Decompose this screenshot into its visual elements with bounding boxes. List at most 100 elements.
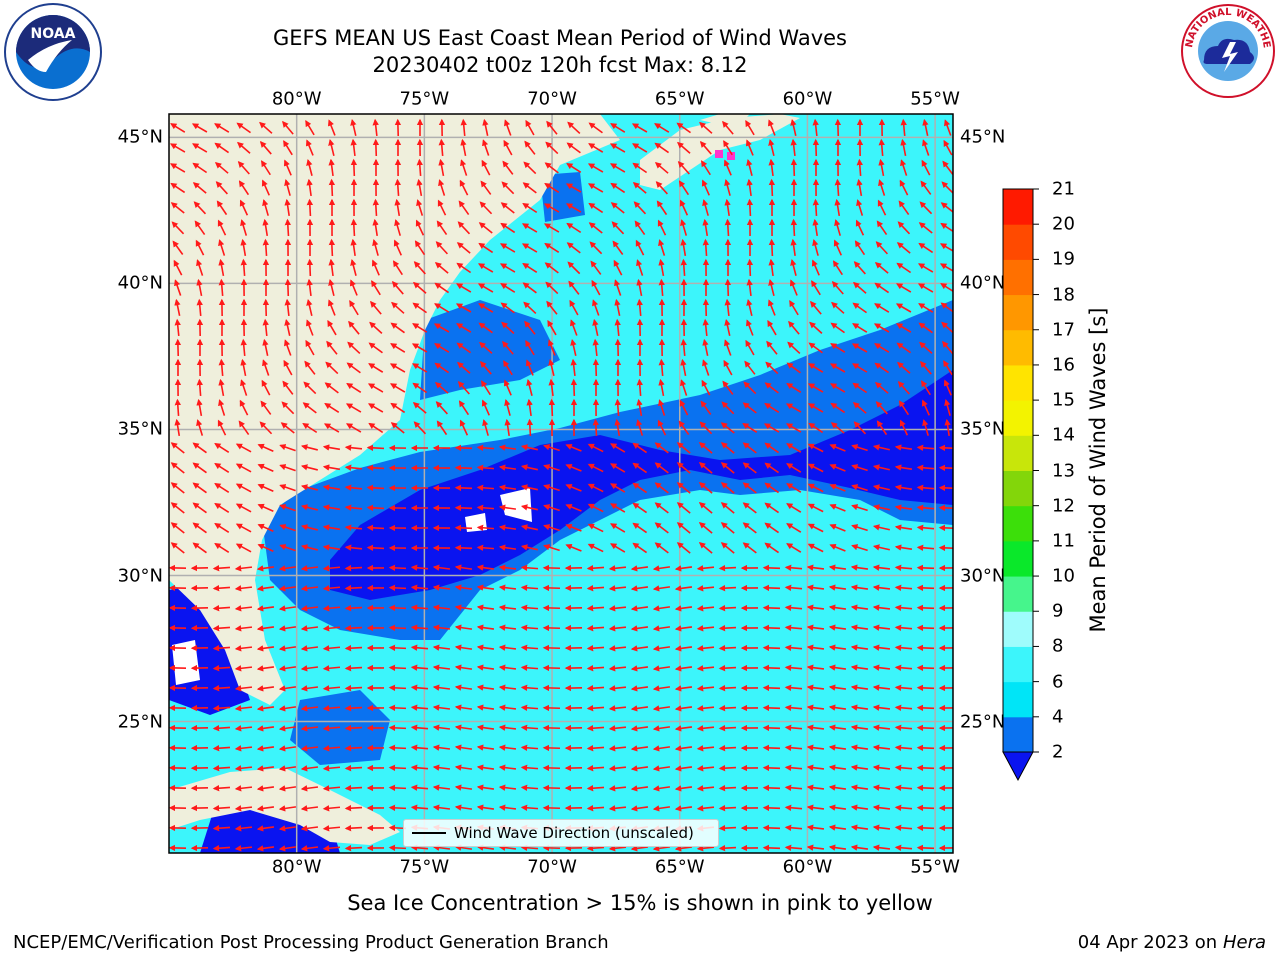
- wind-wave-arrow: [543, 203, 560, 213]
- wind-wave-arrow: [921, 380, 931, 396]
- wind-wave-arrow: [762, 824, 781, 832]
- wind-wave-arrow: [696, 805, 715, 812]
- chart-subtitle: 20230402 t00z 120h fcst Max: 8.12: [372, 53, 748, 77]
- wind-wave-arrow: [828, 644, 847, 651]
- wind-wave-arrow: [454, 484, 473, 492]
- wind-wave-arrow: [894, 704, 913, 711]
- wind-wave-arrow: [479, 360, 492, 375]
- wind-wave-arrow: [435, 241, 449, 255]
- wind-wave-arrow: [588, 183, 604, 193]
- wind-wave-arrow: [327, 319, 337, 336]
- wind-wave-arrow: [587, 463, 604, 473]
- wind-wave-arrow: [897, 361, 911, 374]
- wind-wave-arrow: [521, 223, 538, 233]
- wind-wave-arrow: [630, 745, 649, 752]
- lon-tick-label: 80°W: [271, 88, 322, 110]
- wind-wave-arrow: [432, 784, 451, 791]
- wind-wave-arrow: [322, 504, 341, 511]
- wind-wave-arrow: [322, 464, 341, 471]
- wind-wave-arrow: [942, 160, 953, 175]
- wind-wave-arrow: [498, 744, 517, 751]
- wind-wave-arrow: [328, 158, 335, 177]
- wind-wave-arrow: [174, 318, 181, 337]
- wind-wave-arrow: [742, 462, 757, 474]
- wind-wave-arrow: [454, 624, 473, 631]
- wind-wave-arrow: [830, 322, 845, 334]
- wind-wave-arrow: [234, 705, 253, 712]
- wind-wave-arrow: [344, 824, 363, 832]
- wind-wave-arrow: [170, 163, 186, 173]
- wind-wave-arrow: [680, 338, 687, 357]
- wind-wave-arrow: [322, 544, 341, 551]
- wind-wave-arrow: [237, 161, 250, 175]
- wind-wave-arrow: [300, 665, 319, 672]
- wind-wave-arrow: [503, 360, 513, 376]
- wind-wave-arrow: [854, 240, 866, 256]
- lat-tick-label: 40°N: [117, 272, 163, 294]
- wind-wave-arrow: [438, 179, 446, 196]
- wind-wave-arrow: [212, 805, 231, 812]
- wind-wave-arrow: [412, 402, 427, 414]
- wind-wave-arrow: [586, 785, 605, 792]
- wind-wave-arrow: [212, 585, 231, 592]
- wind-wave-arrow: [896, 323, 912, 333]
- lon-tick-label: 70°W: [527, 88, 577, 110]
- colorbar-segment: [1003, 224, 1033, 260]
- wind-wave-arrow: [743, 381, 757, 395]
- wind-wave-arrow: [828, 584, 847, 591]
- wind-wave-arrow: [565, 503, 582, 512]
- wind-wave-arrow: [894, 764, 913, 771]
- wind-wave-arrow: [372, 118, 379, 137]
- wind-wave-arrow: [212, 665, 231, 672]
- wind-wave-arrow: [388, 804, 407, 812]
- wind-wave-arrow: [410, 744, 429, 751]
- wind-wave-arrow: [806, 564, 825, 571]
- wind-wave-arrow: [872, 524, 890, 531]
- wind-wave-arrow: [394, 198, 401, 217]
- wind-wave-arrow: [456, 323, 472, 333]
- wind-wave-arrow: [300, 605, 319, 612]
- wind-wave-arrow: [652, 705, 671, 712]
- wind-wave-arrow: [723, 140, 733, 156]
- wind-wave-arrow: [256, 665, 275, 672]
- wind-wave-arrow: [526, 379, 533, 396]
- wind-wave-arrow: [306, 178, 313, 197]
- wind-wave-arrow: [742, 442, 757, 454]
- wind-wave-arrow: [393, 239, 403, 256]
- wind-wave-arrow: [896, 262, 912, 274]
- wind-wave-arrow: [217, 419, 227, 436]
- wind-wave-arrow: [900, 138, 907, 157]
- wind-wave-arrow: [257, 543, 274, 552]
- wind-wave-arrow: [592, 358, 600, 377]
- wind-wave-arrow: [767, 119, 776, 136]
- wind-wave-arrow: [762, 584, 781, 592]
- wind-wave-arrow: [455, 303, 472, 313]
- wind-wave-arrow: [218, 378, 225, 397]
- wind-wave-arrow: [589, 241, 603, 255]
- wind-wave-arrow: [476, 584, 495, 591]
- wind-wave-arrow: [723, 159, 732, 176]
- wind-wave-arrow: [856, 178, 863, 197]
- wind-wave-arrow: [916, 724, 935, 732]
- wind-wave-arrow: [234, 585, 253, 592]
- wind-wave-arrow: [172, 240, 184, 255]
- wind-wave-arrow: [459, 419, 469, 436]
- wind-wave-arrow: [350, 238, 357, 257]
- wind-wave-arrow: [520, 524, 538, 531]
- wind-wave-arrow: [498, 784, 517, 791]
- wind-wave-arrow: [943, 379, 952, 396]
- wind-wave-arrow: [322, 765, 341, 772]
- wind-wave-arrow: [438, 138, 445, 157]
- wind-wave-arrow: [349, 279, 358, 296]
- wind-wave-arrow: [674, 625, 693, 632]
- wind-wave-arrow: [305, 319, 314, 336]
- wind-wave-arrow: [460, 118, 467, 137]
- wave-period-band-2-4: [290, 690, 390, 765]
- wind-wave-arrow: [872, 584, 891, 591]
- wind-wave-arrow: [762, 784, 781, 792]
- wind-wave-arrow: [372, 198, 380, 217]
- wind-wave-arrow: [701, 179, 710, 196]
- wind-wave-arrow: [481, 399, 490, 416]
- wind-wave-arrow: [214, 523, 230, 533]
- wind-wave-arrow: [916, 604, 935, 612]
